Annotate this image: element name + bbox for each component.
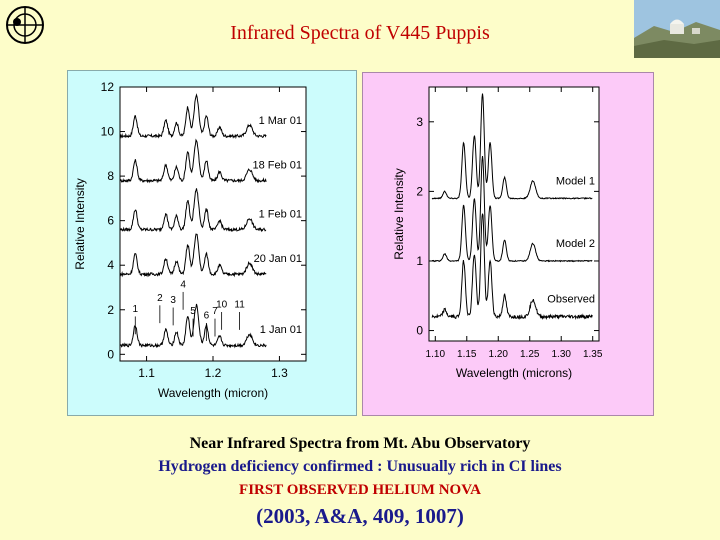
- series-line: [431, 213, 593, 321]
- x-tick-label: 1.10: [426, 349, 446, 360]
- series-line: [119, 93, 267, 140]
- series-label: 20 Jan 01: [254, 253, 302, 265]
- plot-area: [428, 86, 600, 342]
- series-line: [432, 156, 593, 263]
- series-label: Observed: [547, 294, 595, 306]
- y-tick-label: 8: [107, 169, 114, 183]
- y-tick-label: 0: [107, 347, 114, 361]
- y-tick-label: 0: [416, 324, 423, 338]
- slide-title: Infrared Spectra of V445 Puppis: [230, 22, 490, 44]
- line-id-label: 11: [234, 300, 245, 311]
- caption-observatory: Near Infrared Spectra from Mt. Abu Obser…: [189, 435, 531, 452]
- y-tick-label: 3: [416, 115, 423, 129]
- y-tick-label: 1: [416, 254, 423, 268]
- line-id-label: 5: [190, 306, 196, 317]
- line-id-label: 10: [216, 300, 228, 311]
- series-label: Model 1: [556, 175, 595, 187]
- caption-hydrogen: Hydrogen deficiency confirmed : Unusuall…: [158, 458, 562, 475]
- series-label: 1 Mar 01: [259, 115, 302, 127]
- series-line: [431, 93, 593, 200]
- series-line: [119, 188, 267, 233]
- series-label: Model 2: [556, 238, 595, 250]
- series-label: 1 Jan 01: [260, 324, 302, 336]
- series-label: 1 Feb 01: [259, 208, 302, 220]
- x-axis-label: Wavelength (micron): [158, 386, 268, 400]
- series-label: 18 Feb 01: [252, 159, 302, 171]
- right-spectra-panel: 0 1 2 3 1.10 1.15 1.20 1.25 1.30 1.35 Wavelength (…: [362, 72, 654, 416]
- caption-reference: (2003, A&A, 409, 1007): [256, 504, 464, 528]
- x-tick-label: 1.1: [138, 366, 155, 380]
- left-spectra-panel: 0 2 4 6 8 10 12 1.1 1.2 1.3 Wavelength (micron) Rel…: [67, 70, 357, 416]
- x-tick-label: 1.35: [583, 349, 603, 360]
- line-id-label: 6: [204, 311, 210, 322]
- y-tick-label: 6: [107, 214, 114, 228]
- institute-logo: [4, 4, 46, 46]
- x-tick-label: 1.2: [205, 366, 222, 380]
- x-tick-label: 1.3: [271, 366, 288, 380]
- x-tick-label: 1.30: [551, 349, 571, 360]
- y-axis-label: Relative Intensity: [73, 178, 87, 269]
- y-tick-label: 2: [107, 303, 114, 317]
- x-tick-label: 1.20: [489, 349, 509, 360]
- caption-helium-nova: FIRST OBSERVED HELIUM NOVA: [239, 482, 481, 498]
- line-id-label: 3: [170, 295, 176, 306]
- series-line: [119, 138, 267, 184]
- x-tick-label: 1.15: [457, 349, 477, 360]
- y-axis-label: Relative Intensity: [392, 168, 406, 259]
- observatory-photo: [634, 0, 720, 58]
- y-tick-label: 12: [101, 80, 115, 94]
- right-model-chart: 0 1 2 3 1.10 1.15 1.20 1.25 1.30 1.35 Wavelength (…: [392, 86, 603, 380]
- series-line: [119, 233, 267, 278]
- x-axis-label: Wavelength (microns): [456, 366, 572, 380]
- line-id-label: 4: [180, 279, 186, 290]
- y-tick-label: 2: [416, 184, 423, 198]
- line-id-label: 1: [132, 304, 138, 315]
- y-tick-label: 4: [107, 258, 114, 272]
- plot-area: [119, 86, 307, 362]
- line-id-label: 7: [212, 306, 218, 317]
- line-id-label: 2: [157, 293, 163, 304]
- x-tick-label: 1.25: [520, 349, 540, 360]
- y-tick-label: 10: [101, 125, 115, 139]
